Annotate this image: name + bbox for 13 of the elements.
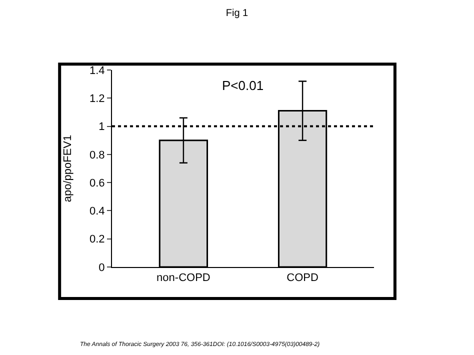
chart-title: Fig 1 [226,8,249,19]
y-tick-label: 0 [98,262,105,274]
y-tick-label: 1 [98,121,105,134]
y-tick-label: 0.6 [90,177,105,190]
y-tick-label: 0.4 [90,206,105,218]
x-tick-label: COPD [286,272,318,284]
x-tick-label: non-COPD [156,272,210,284]
y-axis-title: apo/ppoFEV1 [62,134,74,202]
y-tick-label: 0.8 [90,149,105,162]
y-tick-label: 0.2 [90,234,105,246]
annotation: P<0.01 [222,78,264,93]
y-tick-label: 1.4 [90,64,105,77]
y-tick-label: 1.2 [90,92,105,105]
